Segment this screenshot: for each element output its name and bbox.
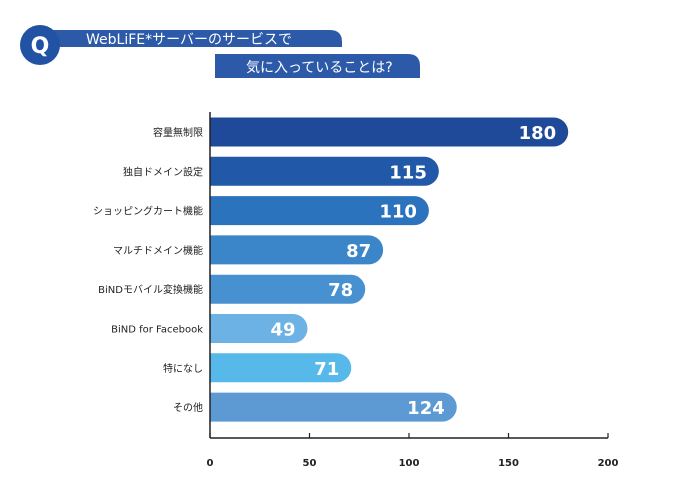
x-tick-label: 150 bbox=[498, 458, 519, 469]
bar-value-label: 78 bbox=[328, 280, 353, 301]
bar-value-label: 180 bbox=[519, 123, 557, 144]
category-label: ショッピングカート機能 bbox=[93, 205, 203, 218]
question-text-line1: WebLiFE*サーバーのサービスで bbox=[86, 32, 292, 48]
question-banner-line1 bbox=[42, 30, 342, 47]
bar-7 bbox=[210, 353, 352, 383]
bar-value-label: 110 bbox=[379, 202, 417, 223]
bar-1 bbox=[210, 117, 569, 147]
x-tick-label: 50 bbox=[303, 458, 317, 469]
bar-value-label: 124 bbox=[407, 398, 445, 419]
bar-value-label: 49 bbox=[270, 320, 295, 341]
question-badge bbox=[20, 25, 60, 65]
bar-value-label: 87 bbox=[346, 241, 371, 262]
category-label: 特になし bbox=[163, 363, 203, 375]
bar-value-label: 115 bbox=[389, 162, 427, 183]
category-label: 独自ドメイン設定 bbox=[123, 165, 203, 178]
bar-5 bbox=[210, 274, 366, 304]
bar-8 bbox=[210, 392, 457, 422]
bar-2 bbox=[210, 156, 439, 186]
bar-3 bbox=[210, 196, 429, 226]
question-badge-letter: Q bbox=[31, 34, 50, 59]
bar-6 bbox=[210, 314, 308, 343]
category-label: マルチドメイン機能 bbox=[113, 244, 203, 257]
x-tick-label: 0 bbox=[207, 458, 214, 469]
x-tick-label: 100 bbox=[399, 458, 420, 469]
category-label: その他 bbox=[173, 401, 203, 414]
question-banner-line2 bbox=[215, 54, 420, 78]
category-label: 容量無制限 bbox=[153, 126, 203, 139]
bar-value-label: 71 bbox=[314, 359, 339, 380]
x-tick-label: 200 bbox=[598, 458, 619, 469]
category-label: BiND for Facebook bbox=[111, 325, 203, 336]
question-header: Q WebLiFE*サーバーのサービスで 気に入っていることは? bbox=[20, 25, 420, 78]
bar-4 bbox=[210, 235, 384, 265]
category-label: BiNDモバイル変換機能 bbox=[98, 283, 203, 296]
bar-chart: 容量無制限 180 独自ドメイン設定 115 ショッピングカート機能 110 マルチドメイン… bbox=[93, 112, 619, 469]
question-text-line2: 気に入っていることは? bbox=[246, 60, 393, 76]
